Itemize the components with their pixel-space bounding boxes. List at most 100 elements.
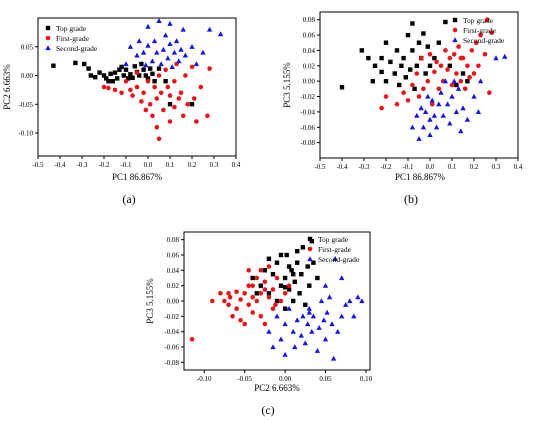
legend-top-grade-label: Top grade [56, 24, 87, 33]
first-grade-point [451, 52, 457, 57]
first-grade-point [139, 99, 144, 104]
legend-second-grade-label: Second-grade [56, 44, 98, 53]
top-grade-point [254, 291, 259, 296]
top-grade-point [106, 79, 111, 84]
first-grade-point [482, 52, 488, 57]
panel-a-ticks: -0.5 -0.4 -0.3 -0.2 -0.1 0.0 0.1 0.2 0.3 0.4 -0.10… [18, 43, 240, 169]
top-grade-point [266, 291, 272, 296]
second-grade-point [140, 49, 147, 55]
top-grade-point [383, 79, 389, 84]
second-grade-point [477, 78, 484, 84]
second-grade-point [189, 44, 195, 49]
x-tick-label: 0.10 [360, 375, 373, 383]
second-grade-point [167, 41, 173, 46]
top-grade-point [300, 245, 306, 250]
first-grade-point [165, 84, 171, 90]
first-grade-point [449, 82, 455, 88]
first-grade-point [473, 40, 479, 45]
y-tick-label: 0.02 [167, 282, 180, 290]
top-grade-point [408, 67, 413, 72]
y-tick-label: -0.05 [18, 101, 33, 109]
legend-second-grade-marker [307, 256, 313, 262]
second-grade-point [449, 93, 455, 99]
second-grade-point [314, 348, 321, 353]
second-grade-point [429, 97, 435, 103]
first-grade-point [258, 268, 264, 273]
top-grade-point [392, 71, 397, 76]
first-grade-point [484, 17, 490, 23]
first-grade-point [167, 119, 173, 124]
y-tick-label: -0.02 [300, 93, 315, 101]
second-grade-point [436, 101, 442, 107]
top-grade-point [397, 82, 402, 88]
second-grade-point [310, 313, 317, 319]
first-grade-point [218, 291, 223, 296]
y-tick-label: -0.08 [300, 139, 315, 147]
first-grade-point [270, 287, 276, 292]
second-grade-point [433, 124, 440, 130]
x-tick-label: 0.0 [144, 161, 153, 169]
top-grade-point [150, 71, 155, 76]
top-grade-point [366, 55, 371, 61]
first-grade-point [176, 96, 182, 101]
second-grade-point [351, 313, 357, 319]
top-grade-point [121, 73, 126, 78]
first-grade-point [145, 79, 151, 84]
second-grade-point [167, 20, 173, 26]
top-grade-point [436, 40, 441, 45]
y-tick-label: 0.06 [167, 252, 180, 260]
panel-b-x-axis-label: PC1 86.867% [395, 172, 446, 182]
first-grade-point [246, 268, 251, 273]
first-grade-point [425, 78, 431, 84]
panel-c-label: (c) [261, 403, 274, 417]
top-grade-point [286, 264, 292, 269]
first-grade-point [476, 63, 481, 69]
top-grade-point [311, 260, 316, 265]
first-grade-point [180, 113, 186, 119]
first-grade-point [242, 321, 247, 327]
y-tick-label: 0.06 [303, 32, 316, 40]
first-grade-point [246, 283, 251, 289]
top-grade-point [274, 298, 280, 304]
top-grade-point [128, 72, 133, 77]
first-grade-point [163, 67, 168, 73]
top-grade-point [410, 21, 415, 26]
panel-b-markers [339, 17, 508, 141]
first-grade-point [266, 264, 272, 269]
panel-a-x-axis-label: PC1 86.867% [112, 172, 163, 182]
top-grade-point [370, 79, 375, 84]
first-grade-point [250, 283, 255, 289]
top-grade-point [258, 283, 263, 288]
top-grade-point [143, 73, 148, 78]
second-grade-point [149, 58, 156, 64]
top-grade-point [423, 71, 428, 76]
top-grade-point [156, 66, 162, 71]
top-grade-point [250, 275, 255, 281]
first-grade-point [434, 59, 439, 65]
top-grade-point [421, 31, 426, 36]
first-grade-point [487, 90, 492, 95]
top-grade-point [292, 279, 297, 284]
first-grade-point [394, 101, 400, 107]
y-tick-label: 0.00 [21, 72, 34, 80]
second-grade-point [321, 317, 327, 323]
top-grade-point [284, 252, 289, 258]
first-grade-point [152, 84, 157, 90]
second-grade-point [282, 351, 288, 357]
first-grade-point [161, 107, 166, 113]
first-grade-point [238, 297, 243, 302]
x-tick-label: -0.5 [314, 163, 326, 171]
first-grade-point [443, 48, 448, 53]
first-grade-point [469, 48, 475, 53]
y-tick-label: 0.00 [167, 298, 180, 306]
second-grade-point [206, 26, 213, 32]
second-grade-point [173, 38, 180, 44]
second-grade-point [171, 49, 178, 55]
top-grade-point [315, 275, 320, 281]
first-grade-point [250, 294, 255, 300]
top-grade-point [460, 71, 466, 76]
first-grade-point [454, 71, 459, 76]
first-grade-point [436, 86, 442, 92]
top-grade-point [416, 40, 422, 45]
second-grade-point [427, 132, 433, 137]
